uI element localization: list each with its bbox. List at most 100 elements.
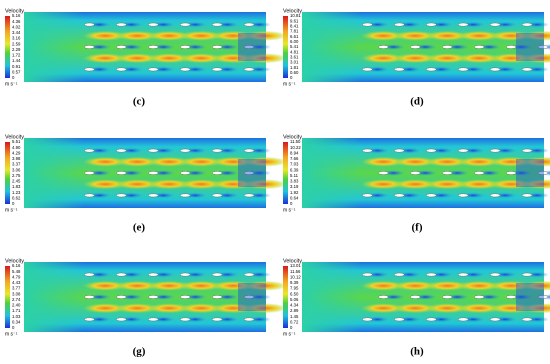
blade — [362, 317, 373, 322]
wake — [119, 147, 144, 154]
blade — [84, 317, 95, 322]
colorbar-tick-label: 5.11 — [290, 173, 299, 178]
blade — [211, 317, 223, 322]
blade — [473, 45, 485, 49]
jet — [178, 30, 224, 41]
blade — [394, 148, 405, 153]
blade — [426, 22, 437, 27]
wake — [461, 192, 486, 199]
wake — [509, 44, 534, 50]
jet — [392, 280, 438, 291]
wake — [493, 147, 518, 154]
blade — [378, 171, 389, 175]
blade — [362, 22, 373, 27]
blade — [211, 272, 223, 277]
colorbar-tick-label: 7.95 — [290, 286, 299, 291]
wake — [461, 66, 486, 73]
wake — [119, 66, 144, 73]
blade — [211, 67, 223, 72]
blade — [243, 171, 255, 175]
wake — [87, 192, 112, 199]
colorbar-tick-label: 3.98 — [12, 156, 21, 161]
colorbar-tick-label: 0 — [290, 75, 293, 80]
blade — [116, 193, 127, 198]
wake — [183, 66, 208, 73]
panel: Velocity10.819.618.417.816.616.005.414.8… — [283, 8, 550, 108]
colorbar-tick-label: 3.08 — [12, 291, 21, 296]
outlet — [238, 159, 266, 187]
wake — [493, 192, 518, 199]
blade — [116, 148, 127, 153]
panel-caption: (d) — [410, 96, 424, 108]
blade — [148, 193, 159, 198]
inlet — [302, 12, 362, 82]
blade — [84, 193, 95, 198]
velocity-contour — [24, 262, 288, 332]
blade — [116, 22, 127, 27]
blade — [410, 45, 421, 49]
colorbar-tick-label: 4.81 — [290, 49, 299, 54]
colorbar-tick-label: 5.06 — [290, 297, 299, 302]
wake — [215, 271, 240, 278]
colorbar-tick-label: 0.62 — [12, 196, 21, 201]
wake — [397, 66, 422, 73]
colorbar-tick-label: 1.92 — [290, 190, 299, 195]
panel: Velocity13.0111.5610.129.397.956.505.064… — [283, 258, 550, 358]
blade — [441, 45, 453, 49]
blade — [362, 148, 373, 153]
wake — [445, 44, 470, 50]
blade — [148, 148, 159, 153]
blade — [521, 272, 533, 277]
jet — [360, 280, 406, 291]
jet — [178, 179, 224, 190]
jet — [210, 156, 256, 167]
colorbar-tick-label: 9.39 — [290, 280, 299, 285]
wake — [151, 21, 176, 28]
blade — [394, 22, 405, 27]
wake — [397, 21, 422, 28]
wake — [461, 271, 486, 278]
colorbar — [5, 142, 10, 204]
jet — [456, 53, 502, 64]
blade — [243, 193, 255, 198]
blade — [457, 317, 469, 322]
jet — [456, 30, 502, 41]
colorbar-tick-label: 3.44 — [12, 30, 21, 35]
inlet — [302, 262, 362, 332]
colorbar-tick-label: 8.41 — [290, 23, 299, 28]
colorbar-tick-label: 4.34 — [290, 303, 299, 308]
wake — [429, 192, 454, 199]
blade — [362, 193, 373, 198]
wake — [429, 147, 454, 154]
wake — [119, 271, 144, 278]
colorbar-title: Velocity — [5, 134, 24, 140]
colorbar-unit: m s⁻¹ — [5, 331, 18, 337]
blade — [537, 45, 549, 49]
blade — [489, 272, 501, 277]
inlet — [24, 12, 84, 82]
wake — [215, 66, 240, 73]
wake — [183, 147, 208, 154]
wake — [247, 147, 272, 154]
colorbar-tick-label: 0.60 — [290, 70, 299, 75]
blade — [84, 171, 95, 175]
wake — [365, 21, 390, 28]
blade — [489, 148, 501, 153]
blade — [426, 317, 437, 322]
jet — [82, 179, 128, 190]
wake — [215, 21, 240, 28]
colorbar-title: Velocity — [5, 258, 24, 264]
colorbar-tick-label: 6.39 — [290, 167, 299, 172]
colorbar — [283, 142, 288, 204]
colorbar-unit: m s⁻¹ — [283, 331, 296, 337]
blade — [148, 67, 159, 72]
jet — [520, 280, 550, 291]
blade — [457, 67, 469, 72]
blade — [116, 317, 127, 322]
colorbar-tick-label: 4.02 — [12, 24, 21, 29]
wake — [183, 21, 208, 28]
colorbar-tick-label: 0 — [290, 325, 293, 330]
blade — [148, 317, 159, 322]
blade — [473, 295, 485, 299]
